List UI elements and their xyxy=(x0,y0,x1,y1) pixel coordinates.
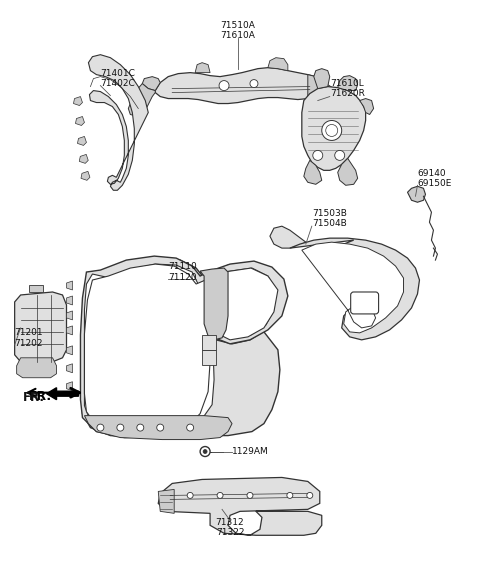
Circle shape xyxy=(200,447,210,456)
Polygon shape xyxy=(67,311,72,320)
Polygon shape xyxy=(67,346,72,355)
Polygon shape xyxy=(200,268,228,340)
Polygon shape xyxy=(268,58,288,70)
Polygon shape xyxy=(338,76,358,91)
Circle shape xyxy=(247,492,253,499)
Polygon shape xyxy=(81,256,288,437)
Polygon shape xyxy=(302,242,404,333)
Polygon shape xyxy=(67,326,72,335)
Circle shape xyxy=(187,492,193,499)
Polygon shape xyxy=(15,292,67,362)
Circle shape xyxy=(287,492,293,499)
Polygon shape xyxy=(202,350,216,365)
Polygon shape xyxy=(79,155,88,163)
Polygon shape xyxy=(29,285,43,292)
Circle shape xyxy=(97,424,104,431)
Polygon shape xyxy=(408,186,425,203)
Polygon shape xyxy=(84,264,278,432)
Polygon shape xyxy=(314,69,330,89)
Polygon shape xyxy=(308,74,336,107)
Polygon shape xyxy=(304,160,322,184)
Polygon shape xyxy=(84,264,276,432)
Polygon shape xyxy=(302,87,366,170)
FancyArrow shape xyxy=(47,388,78,400)
Text: 69140
69150E: 69140 69150E xyxy=(418,168,452,188)
Circle shape xyxy=(157,424,164,431)
Text: 71510A
71610A: 71510A 71610A xyxy=(221,21,255,40)
Text: 71201
71202: 71201 71202 xyxy=(15,328,43,347)
Circle shape xyxy=(250,80,258,88)
Text: 1129AM: 1129AM xyxy=(232,447,269,456)
Circle shape xyxy=(307,492,313,499)
Polygon shape xyxy=(155,68,324,103)
FancyBboxPatch shape xyxy=(351,292,379,314)
Polygon shape xyxy=(77,136,86,145)
Polygon shape xyxy=(84,415,232,440)
Polygon shape xyxy=(270,226,306,248)
Circle shape xyxy=(203,449,207,454)
Circle shape xyxy=(219,81,229,91)
Circle shape xyxy=(117,424,124,431)
Polygon shape xyxy=(88,55,148,190)
Polygon shape xyxy=(67,296,72,305)
Polygon shape xyxy=(73,96,83,106)
Circle shape xyxy=(326,125,338,136)
Text: 71401C
71402C: 71401C 71402C xyxy=(100,69,135,88)
Polygon shape xyxy=(81,171,90,181)
Text: 71110
71120: 71110 71120 xyxy=(168,263,197,282)
Text: FR.: FR. xyxy=(29,389,52,403)
Polygon shape xyxy=(158,489,174,514)
Polygon shape xyxy=(202,335,216,350)
Circle shape xyxy=(217,492,223,499)
Circle shape xyxy=(137,424,144,431)
Polygon shape xyxy=(195,63,210,73)
Polygon shape xyxy=(67,364,72,373)
Polygon shape xyxy=(75,117,84,125)
Polygon shape xyxy=(142,77,160,91)
Polygon shape xyxy=(67,382,72,391)
Polygon shape xyxy=(360,99,373,114)
Polygon shape xyxy=(83,258,284,437)
Text: FR.: FR. xyxy=(23,391,45,404)
Polygon shape xyxy=(290,238,420,340)
Circle shape xyxy=(313,151,323,160)
Polygon shape xyxy=(17,358,57,378)
Polygon shape xyxy=(107,265,280,436)
Polygon shape xyxy=(158,477,322,535)
Text: 71610L
71620R: 71610L 71620R xyxy=(330,79,365,98)
Text: 71503B
71504B: 71503B 71504B xyxy=(312,208,347,228)
Polygon shape xyxy=(338,158,358,185)
Polygon shape xyxy=(128,84,155,117)
Text: 71312
71322: 71312 71322 xyxy=(216,518,244,537)
Polygon shape xyxy=(316,92,332,107)
Circle shape xyxy=(335,151,345,160)
Circle shape xyxy=(322,121,342,140)
Polygon shape xyxy=(67,281,72,290)
Circle shape xyxy=(187,424,193,431)
